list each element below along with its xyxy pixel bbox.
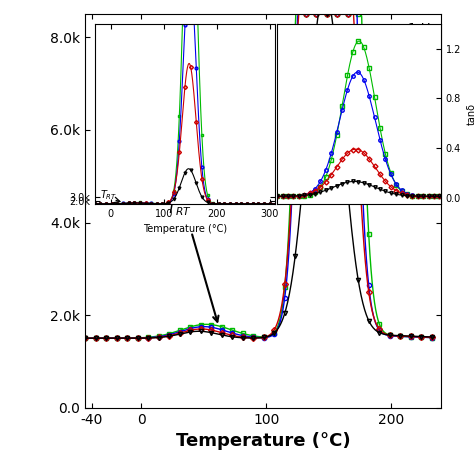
1 H: [172, 329, 178, 335]
10: [144, 335, 150, 341]
10: [432, 335, 438, 340]
1 H: [82, 336, 88, 341]
1 k: [316, 11, 321, 17]
X-axis label: Temperature (°C): Temperature (°C): [143, 224, 227, 234]
1 k: [432, 334, 438, 340]
1 H: [316, 11, 322, 17]
Line: 100: 100: [83, 12, 437, 340]
Line: 10: 10: [83, 12, 437, 340]
100: [288, 199, 294, 204]
Text: $T_{RT}$: $T_{RT}$: [166, 199, 192, 218]
10: [82, 336, 88, 341]
1 k: [240, 335, 246, 341]
Legend: 1 H, 10, 100, 1 k: 1 H, 10, 100, 1 k: [372, 21, 434, 89]
1 H: [346, 11, 352, 17]
1 k: [172, 332, 178, 338]
Line: 1 H: 1 H: [83, 12, 437, 340]
1 H: [293, 11, 299, 17]
1 k: [316, 11, 322, 17]
100: [82, 336, 88, 341]
10: [172, 330, 178, 336]
Y-axis label: tanδ: tanδ: [466, 103, 474, 125]
10: [288, 210, 294, 216]
Line: 1 k: 1 k: [83, 12, 437, 340]
Text: $T_{RT}$: $T_{RT}$: [100, 189, 118, 202]
10: [295, 11, 301, 17]
1 H: [144, 335, 150, 340]
1 k: [346, 199, 352, 205]
X-axis label: Temperature (°C): Temperature (°C): [176, 432, 350, 450]
100: [346, 11, 352, 17]
10: [346, 11, 352, 17]
1 k: [288, 281, 294, 287]
1 k: [82, 336, 88, 341]
100: [296, 11, 301, 17]
100: [172, 331, 178, 337]
1 k: [144, 335, 150, 341]
100: [240, 334, 246, 340]
10: [240, 333, 246, 338]
100: [432, 335, 438, 340]
100: [316, 11, 322, 17]
1 H: [288, 173, 294, 178]
10: [316, 11, 322, 17]
1 H: [432, 335, 438, 340]
100: [144, 335, 150, 341]
1 H: [240, 331, 246, 337]
